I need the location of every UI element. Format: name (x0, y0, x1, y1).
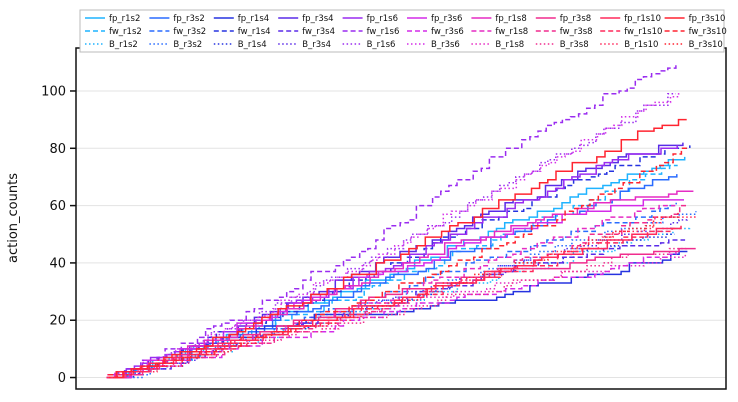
series-line-fp_r3s2 (110, 174, 678, 379)
legend-label-fp_r3s2: fp_r3s2 (173, 14, 204, 24)
legend-label-fw_r3s6: fw_r3s6 (431, 27, 464, 37)
legend-label-B_r1s8: B_r1s8 (495, 40, 524, 50)
series-line-fw_r3s6 (108, 251, 677, 376)
series-line-fp_r1s4 (107, 250, 688, 379)
series-line-B_r3s8 (107, 245, 687, 376)
y-tick-label: 0 (58, 371, 66, 386)
y-tick-label: 80 (49, 142, 66, 157)
series-line-fp_r3s4 (117, 142, 684, 376)
series-line-fw_r1s10 (107, 227, 681, 379)
series-line-fw_r1s4 (108, 145, 691, 376)
series-line-fw_r1s6 (108, 65, 677, 376)
series-line-B_r1s6 (115, 93, 676, 379)
series-line-B_r1s8 (106, 254, 687, 379)
legend-label-fp_r1s8: fp_r1s8 (495, 14, 526, 24)
legend-label-fp_r3s4: fp_r3s4 (302, 14, 333, 24)
legend-label-B_r1s2: B_r1s2 (109, 40, 138, 50)
legend-label-B_r3s2: B_r3s2 (173, 40, 202, 50)
series-line-B_r3s10 (109, 211, 679, 379)
legend-label-B_r3s4: B_r3s4 (302, 40, 331, 50)
legend-label-B_r3s8: B_r3s8 (560, 40, 589, 50)
legend-label-fw_r3s4: fw_r3s4 (302, 27, 335, 37)
legend-label-B_r3s10: B_r3s10 (689, 40, 723, 50)
y-axis-ticks: 0 20 40 60 80 100 (41, 84, 76, 386)
series-line-fw_r1s2 (115, 164, 678, 376)
legend: fp_r1s2 fw_r1s2 B_r1s2 fp_r3s2 fw_r3s2 B_r3s2… (79, 9, 727, 53)
series-lines (106, 65, 697, 379)
legend-label-fp_r1s6: fp_r1s6 (367, 14, 398, 24)
legend-label-fw_r3s8: fw_r3s8 (560, 27, 593, 37)
legend-label-B_r3s6: B_r3s6 (431, 40, 460, 50)
series-line-fp_r1s8 (113, 190, 694, 379)
legend-label-fp_r3s8: fp_r3s8 (560, 14, 591, 24)
y-tick-label: 100 (41, 84, 66, 99)
legend-label-fp_r3s6: fp_r3s6 (431, 14, 462, 24)
legend-label-B_r1s6: B_r1s6 (367, 40, 396, 50)
legend-label-fp_r3s10: fp_r3s10 (689, 14, 726, 24)
legend-label-fw_r1s6: fw_r1s6 (367, 27, 400, 37)
series-line-fp_r3s10 (114, 118, 687, 379)
legend-label-fw_r1s10: fw_r1s10 (624, 27, 662, 37)
legend-label-fp_r1s2: fp_r1s2 (109, 14, 140, 24)
legend-entries: fp_r1s2 fw_r1s2 B_r1s2 fp_r3s2 fw_r3s2 B_r3s2… (85, 14, 727, 50)
legend-label-fp_r1s10: fp_r1s10 (624, 14, 661, 24)
legend-label-fp_r1s4: fp_r1s4 (238, 14, 269, 24)
legend-label-B_r1s4: B_r1s4 (238, 40, 267, 50)
legend-label-fw_r1s2: fw_r1s2 (109, 27, 142, 37)
legend-label-fw_r1s4: fw_r1s4 (238, 27, 271, 37)
series-line-fp_r1s2 (111, 156, 686, 379)
y-tick-label: 20 (49, 314, 66, 329)
y-tick-label: 60 (49, 199, 66, 214)
series-line-B_r1s10 (106, 214, 696, 379)
legend-label-fw_r3s10: fw_r3s10 (689, 27, 727, 37)
y-tick-label: 40 (49, 256, 66, 271)
legend-label-fw_r1s8: fw_r1s8 (495, 27, 528, 37)
series-line-B_r3s2 (117, 211, 697, 379)
plot-frame (75, 47, 727, 390)
series-line-fw_r3s10 (108, 147, 690, 376)
series-line-B_r3s6 (110, 91, 680, 376)
y-axis-title: action_counts (6, 173, 21, 263)
legend-label-fw_r3s2: fw_r3s2 (173, 27, 206, 37)
legend-label-B_r1s10: B_r1s10 (624, 40, 658, 50)
